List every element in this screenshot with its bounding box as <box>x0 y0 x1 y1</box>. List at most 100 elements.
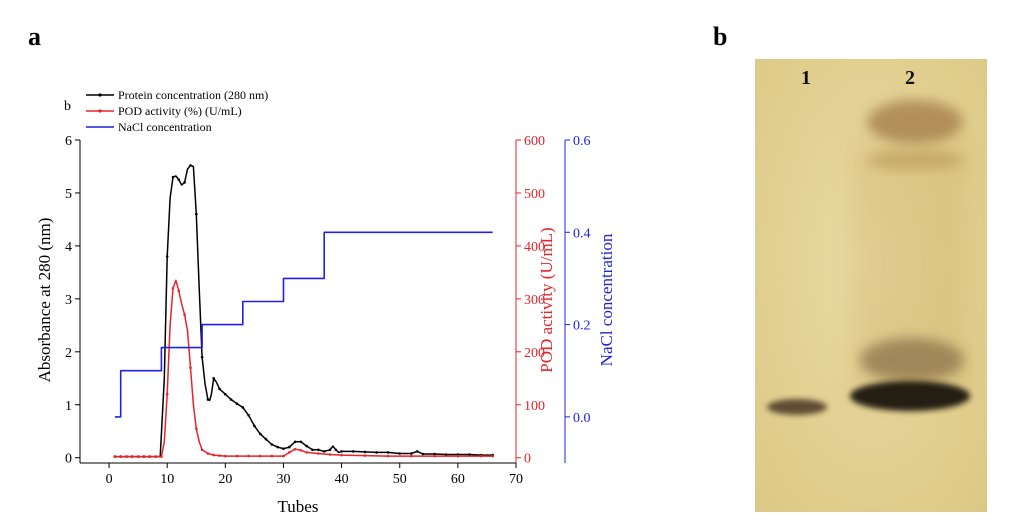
right2-tick-label-3: 0.6 <box>573 134 591 149</box>
point-pod-29 <box>258 454 262 458</box>
point-protein-44 <box>305 444 309 448</box>
right2-tick-label-0: 0.0 <box>573 411 591 426</box>
left-tick-label-1: 1 <box>65 399 72 414</box>
gel-lane1-label: 1 <box>801 67 811 89</box>
point-pod-32 <box>288 451 291 454</box>
point-pod-20 <box>195 427 198 430</box>
point-protein-29 <box>218 387 221 391</box>
right2-tick-label-2: 0.4 <box>573 226 591 241</box>
point-pod-42 <box>433 454 436 458</box>
point-pod-28 <box>247 454 250 458</box>
point-protein-38 <box>270 443 274 446</box>
legend-item-nacl: NaCl concentration <box>86 120 212 134</box>
series-pod <box>113 279 495 458</box>
right1-tick-label-5: 500 <box>524 187 545 202</box>
gel-image: 1 2 <box>755 59 987 512</box>
point-protein-55 <box>375 451 378 454</box>
point-pod-25 <box>218 454 221 457</box>
point-protein-34 <box>247 414 250 417</box>
legend-label-pod: POD activity (%) (U/mL) <box>118 104 242 118</box>
left-axis-title: Absorbance at 280 (nm) <box>35 218 54 383</box>
legend-item-protein: Protein concentration (280 nm) <box>86 88 268 102</box>
point-pod-16 <box>183 313 186 317</box>
point-pod-34 <box>299 449 303 452</box>
left-tick-label-4: 4 <box>65 240 72 255</box>
left-tick-label-6: 6 <box>65 134 72 149</box>
legend: Protein concentration (280 nm) POD activ… <box>86 88 268 134</box>
point-protein-24 <box>206 398 210 401</box>
x-tick-label-2: 20 <box>218 472 232 487</box>
legend-label-nacl: NaCl concentration <box>118 120 212 134</box>
point-protein-31 <box>229 398 233 401</box>
left-tick-label-3: 3 <box>65 293 72 308</box>
point-protein-41 <box>288 445 291 449</box>
point-protein-43 <box>299 440 303 444</box>
point-pod-44 <box>479 454 483 458</box>
point-protein-56 <box>386 451 390 454</box>
point-protein-33 <box>241 406 245 409</box>
point-pod-24 <box>212 453 215 457</box>
point-pod-30 <box>270 454 274 458</box>
x-tick-label-5: 50 <box>393 472 407 487</box>
point-protein-22 <box>200 355 204 359</box>
x-tick-label-7: 70 <box>509 472 523 487</box>
point-pod-5 <box>142 455 146 458</box>
point-protein-37 <box>264 437 268 441</box>
point-protein-46 <box>317 448 320 452</box>
legend-item-pod: POD activity (%) (U/mL) <box>86 104 242 118</box>
x-tick-label-1: 10 <box>160 472 174 487</box>
point-protein-12 <box>171 175 175 179</box>
point-pod-4 <box>136 455 140 458</box>
left-y-axis: 0 1 2 3 4 5 6 <box>65 134 81 467</box>
point-protein-59 <box>415 450 419 453</box>
point-protein-16 <box>183 181 186 184</box>
point-protein-47 <box>322 450 326 453</box>
panel-b-label: b <box>713 22 727 51</box>
point-pod-14 <box>177 289 181 293</box>
point-pod-0 <box>113 455 117 458</box>
point-protein-54 <box>363 450 367 454</box>
plot-area <box>113 164 495 458</box>
series-nacl <box>114 231 493 418</box>
point-protein-48 <box>328 448 332 452</box>
point-pod-41 <box>410 454 413 458</box>
pod-y-axis: 0 100 200 300 400 500 600 <box>515 134 545 467</box>
gel-lane2-middle-band <box>867 150 963 170</box>
left-tick-label-5: 5 <box>65 187 72 202</box>
point-pod-45 <box>491 454 495 458</box>
point-protein-52 <box>340 450 343 453</box>
point-protein-57 <box>398 452 402 455</box>
point-pod-23 <box>206 452 210 455</box>
point-protein-35 <box>253 424 256 428</box>
left-tick-label-2: 2 <box>65 346 72 361</box>
point-protein-30 <box>224 392 227 396</box>
right1-tick-label-1: 100 <box>524 399 545 414</box>
point-pod-10 <box>165 392 169 396</box>
point-pod-37 <box>328 453 332 456</box>
gel-lane2-main-band <box>850 381 970 411</box>
point-protein-53 <box>351 450 355 453</box>
right1-tick-label-2: 200 <box>524 346 545 361</box>
point-protein-32 <box>235 402 239 406</box>
panel-a-label: a <box>28 22 41 51</box>
point-pod-35 <box>305 451 309 454</box>
point-pod-1 <box>119 455 122 458</box>
gel-lane2-upper-band <box>867 100 963 144</box>
left-tick-label-0: 0 <box>65 452 72 467</box>
point-protein-61 <box>433 452 436 456</box>
point-pod-7 <box>154 455 157 458</box>
right2-tick-label-1: 0.2 <box>573 319 591 334</box>
right1-tick-label-6: 600 <box>524 134 545 149</box>
point-protein-62 <box>444 453 448 456</box>
point-pod-27 <box>235 454 239 458</box>
legend-marker-protein <box>98 93 102 97</box>
x-axis: 0 10 20 30 40 50 60 70 <box>80 462 523 487</box>
point-pod-38 <box>340 453 343 457</box>
point-pod-22 <box>200 448 204 452</box>
point-protein-40 <box>282 447 285 451</box>
nacl-axis-title: NaCl concentration <box>597 233 616 366</box>
point-protein-45 <box>311 448 314 452</box>
point-pod-33 <box>293 447 297 451</box>
point-protein-39 <box>276 445 280 449</box>
point-pod-31 <box>282 454 285 458</box>
